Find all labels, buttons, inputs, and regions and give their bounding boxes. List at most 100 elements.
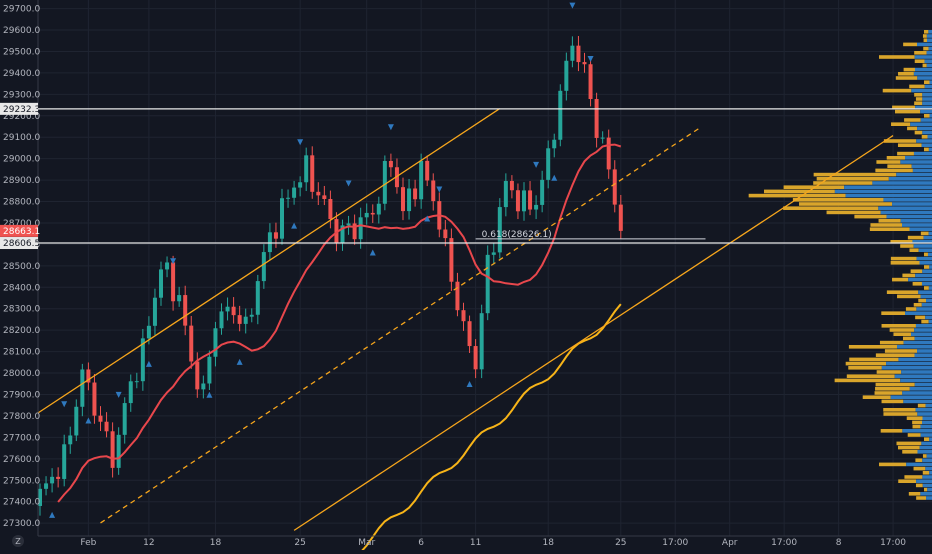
candle-body xyxy=(44,483,49,489)
x-tick-label: 25 xyxy=(294,538,305,548)
candle-body xyxy=(388,160,393,168)
profile-bar-up xyxy=(903,67,915,72)
profile-bar-up xyxy=(906,416,923,420)
symbol-badge[interactable] xyxy=(12,535,24,547)
profile-bar-up xyxy=(924,147,929,152)
candle-body xyxy=(159,269,163,298)
profile-bar-down xyxy=(901,370,932,374)
grid xyxy=(38,0,932,536)
buy-signal-marker xyxy=(49,511,56,518)
x-tick-label: Apr xyxy=(722,538,738,548)
profile-bar-down xyxy=(878,206,932,210)
profile-bar-down xyxy=(927,252,932,257)
buy-signal-marker xyxy=(424,215,431,222)
profile-bar-down xyxy=(902,429,932,433)
profile-bar-up xyxy=(909,248,919,252)
candle-body xyxy=(213,328,218,357)
candle-body xyxy=(534,204,539,210)
sell-signal-marker xyxy=(436,186,443,193)
profile-bar-up xyxy=(913,466,926,471)
candle-body xyxy=(419,160,424,200)
profile-bar-up xyxy=(903,42,918,47)
profile-bar-up xyxy=(907,235,924,240)
y-axis[interactable]: 27300.0 27400.0 27500.0 27600.0 27700.0 27800… xyxy=(0,0,40,550)
profile-bar-down xyxy=(912,240,932,244)
profile-bar-up xyxy=(904,475,923,479)
y-tick-label: 28200.0 xyxy=(3,326,40,336)
profile-bar-down xyxy=(917,76,932,80)
profile-bar-up xyxy=(924,265,930,269)
profile-bar-up xyxy=(923,38,927,42)
candle-body xyxy=(522,190,526,212)
sell-signal-marker xyxy=(297,139,304,146)
overlays xyxy=(33,108,894,554)
candle-body xyxy=(122,403,127,435)
profile-bar-up xyxy=(897,151,914,156)
x-axis[interactable]: Feb 12 18 25 Mar 6 11 18 25 17:00 Apr 17:00 8 17:00 Z xyxy=(12,535,932,548)
x-tick-label: 6 xyxy=(418,538,424,548)
profile-bar-up xyxy=(875,382,915,387)
profile-bar-down xyxy=(924,59,932,63)
price-level-tag[interactable] xyxy=(0,237,38,250)
profile-bar-down xyxy=(926,38,932,42)
profile-bar-up xyxy=(902,273,916,278)
profile-bar-down xyxy=(915,408,932,412)
buy-signal-marker xyxy=(145,360,152,367)
candle-body xyxy=(74,406,79,436)
profile-bar-up xyxy=(849,357,899,362)
candle-body xyxy=(316,191,321,196)
candle-body xyxy=(546,148,551,180)
buy-signal-marker xyxy=(85,417,92,424)
candle-body xyxy=(292,187,297,198)
profile-bar-down xyxy=(880,210,932,215)
candle-body xyxy=(298,182,303,188)
profile-bar-down xyxy=(920,433,932,437)
profile-bar-down xyxy=(925,466,932,471)
candle-body xyxy=(68,435,73,445)
candle-body xyxy=(485,254,490,314)
y-tick-label: 27400.0 xyxy=(3,498,40,508)
profile-bar-up xyxy=(846,374,895,378)
price-level-tag[interactable] xyxy=(0,102,38,115)
profile-bar-down xyxy=(888,177,932,181)
channel-lower-line[interactable] xyxy=(293,135,894,531)
profile-bar-up xyxy=(881,311,906,315)
profile-bar-down xyxy=(917,412,932,416)
profile-bar-down xyxy=(916,479,932,483)
profile-bar-up xyxy=(924,30,929,34)
profile-bar-up xyxy=(886,156,906,160)
profile-bar-up xyxy=(890,261,920,265)
channel-mid-line[interactable] xyxy=(100,127,700,524)
candle-body xyxy=(86,369,91,383)
profile-bar-up xyxy=(908,492,921,496)
profile-bar-down xyxy=(910,332,932,336)
profile-bar-up xyxy=(878,219,901,223)
y-tick-label: 27600.0 xyxy=(3,455,40,465)
x-tick-label: 18 xyxy=(210,538,222,548)
profile-bar-down xyxy=(900,378,932,383)
y-tick-label: 29500.0 xyxy=(3,47,40,57)
profile-bar-up xyxy=(879,462,907,467)
channel-upper-line[interactable] xyxy=(33,108,501,417)
profile-bar-down xyxy=(922,475,932,479)
buy-signal-marker xyxy=(369,249,376,256)
candle-body xyxy=(334,219,339,244)
buy-signal-marker xyxy=(551,174,558,181)
candle-body xyxy=(56,476,61,479)
profile-bar-up xyxy=(921,319,929,324)
profile-bar-up xyxy=(902,336,915,341)
candle-body xyxy=(140,338,145,382)
price-level-tag-label: 28663.1 xyxy=(3,227,40,237)
profile-bar-down xyxy=(883,198,932,202)
candle-body xyxy=(340,225,345,244)
profile-bar-up xyxy=(917,403,926,408)
y-axis-background xyxy=(0,0,38,550)
last-price-tag[interactable] xyxy=(0,224,38,237)
candle-body xyxy=(50,476,55,484)
profile-bar-up xyxy=(764,189,835,194)
profile-bar-up xyxy=(923,46,929,51)
profile-bar-up xyxy=(881,399,904,404)
profile-bar-up xyxy=(848,345,897,349)
